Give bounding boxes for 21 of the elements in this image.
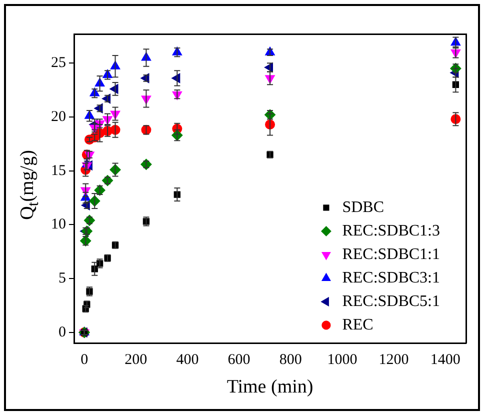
legend-label: REC:SDBC1:1 [342, 246, 440, 263]
y-tick-label: 25 [51, 55, 66, 72]
y-tick-label: 20 [51, 108, 66, 125]
legend-label: REC:SDBC5:1 [342, 292, 440, 310]
y-tick-label: 0 [58, 324, 66, 340]
legend-label: SDBC [342, 198, 384, 216]
x-tick-label: 600 [228, 352, 250, 368]
x-tick-label: 1200 [378, 352, 409, 368]
x-tick-label: 800 [279, 352, 302, 368]
x-axis-title: Time (min) [226, 376, 314, 398]
legend-label: REC:SDBC1:3 [342, 222, 440, 240]
x-tick-label: 400 [176, 352, 199, 368]
legend-label: REC:SDBC3:1 [342, 269, 440, 286]
y-tick-label: 5 [58, 270, 66, 286]
x-tick-label: 1400 [430, 352, 460, 368]
legend-label: REC [342, 316, 374, 334]
x-tick-label: 1000 [327, 352, 358, 368]
y-tick-label: 15 [51, 162, 66, 179]
x-tick-label: 0 [80, 352, 88, 368]
y-tick-label: 10 [51, 216, 66, 233]
x-tick-label: 200 [124, 352, 148, 368]
